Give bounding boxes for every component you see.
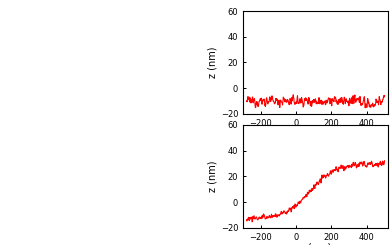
Y-axis label: z (nm): z (nm) [208, 161, 218, 192]
X-axis label: x (μm): x (μm) [299, 129, 332, 139]
Y-axis label: z (nm): z (nm) [208, 47, 218, 78]
X-axis label: x (μm): x (μm) [299, 243, 332, 245]
